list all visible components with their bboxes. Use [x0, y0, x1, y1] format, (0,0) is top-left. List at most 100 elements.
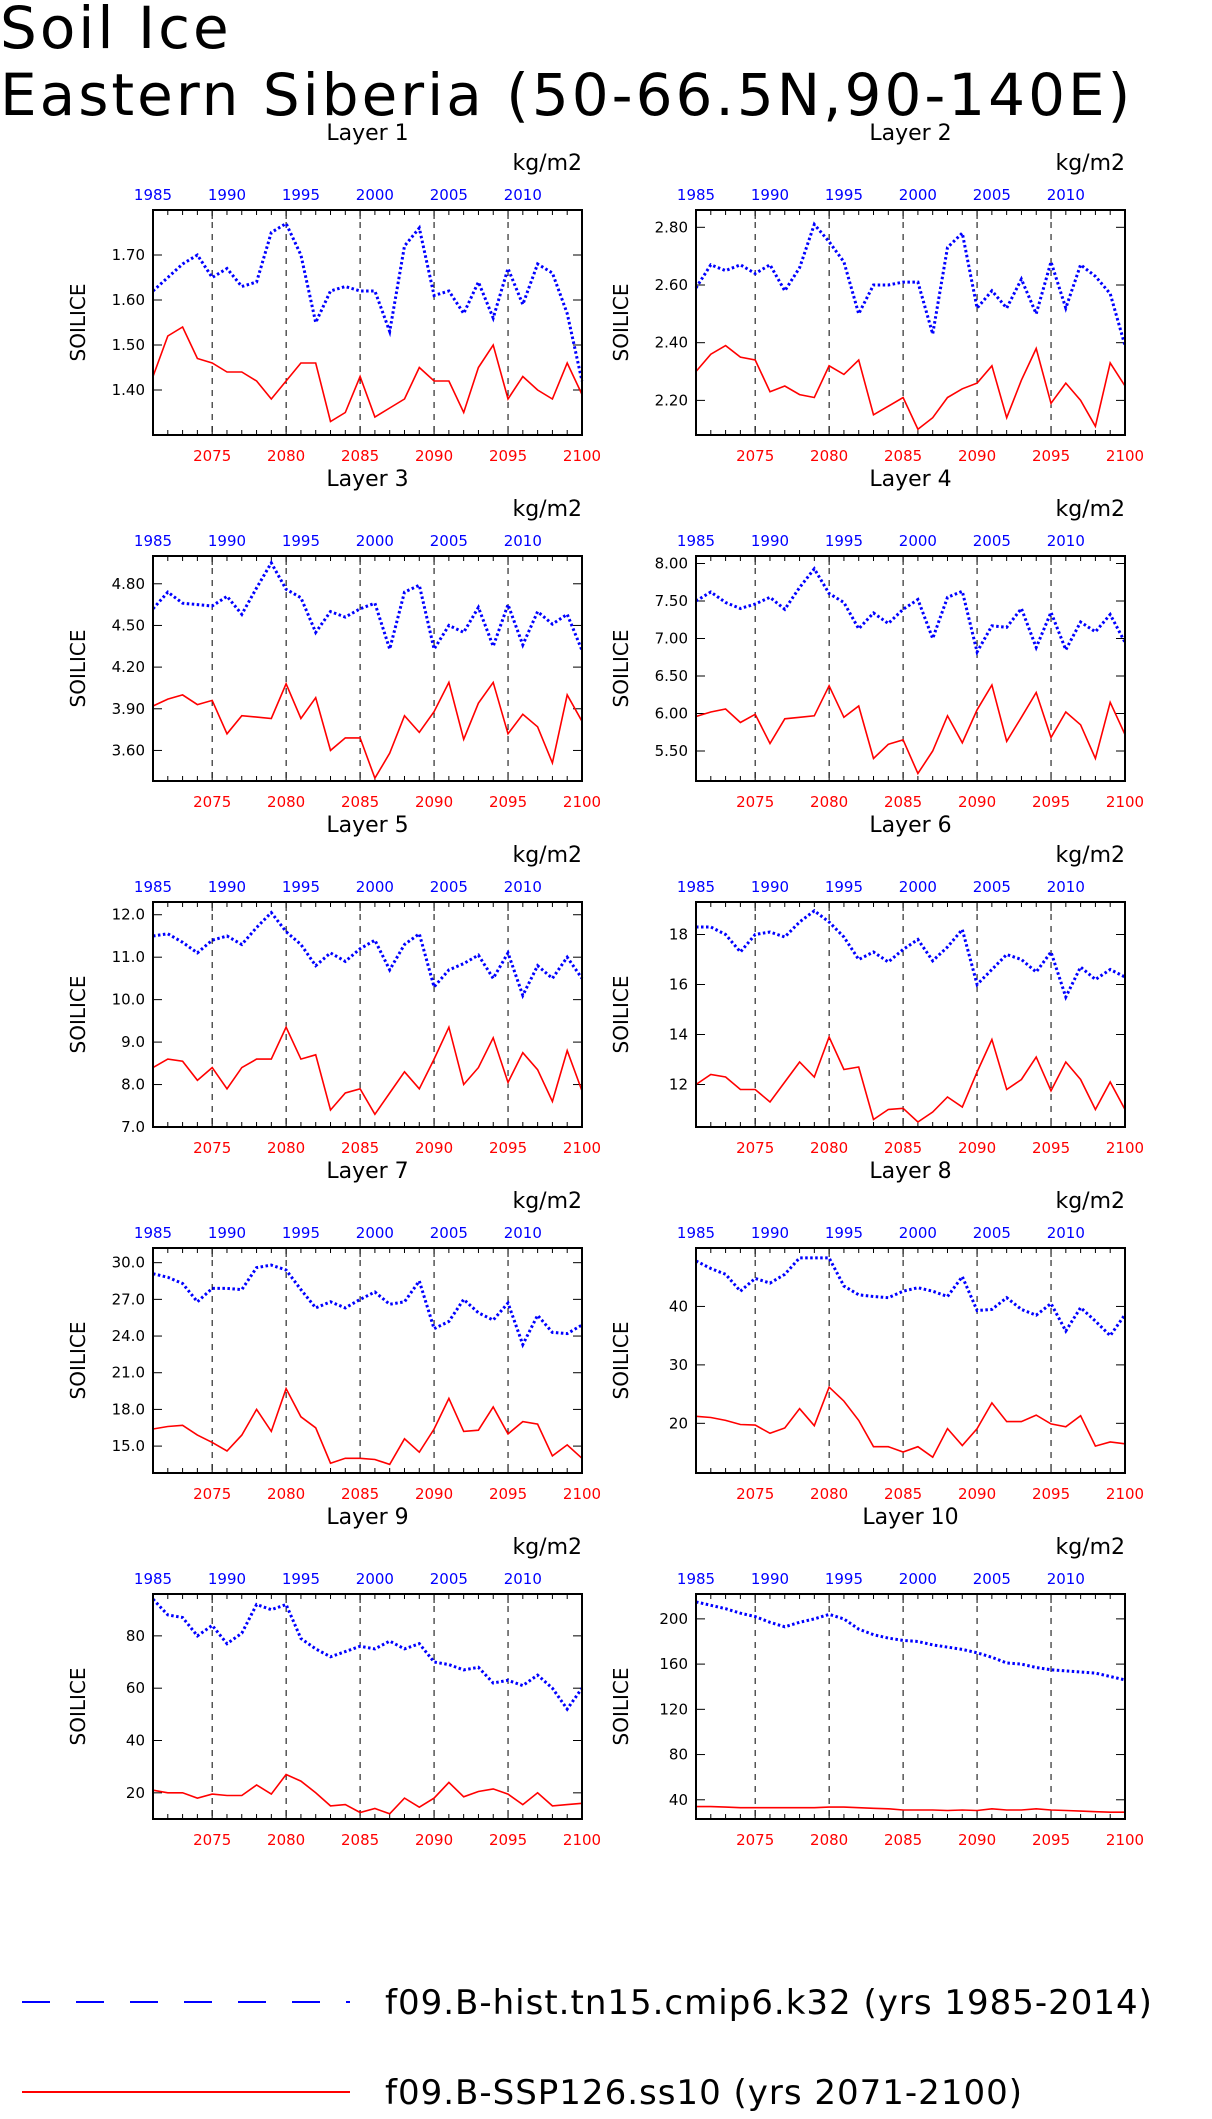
layer-9-top-tick-label: 1985: [134, 1570, 172, 1588]
layer-3-xtick-label: 2095: [489, 793, 527, 811]
layer-1-top-tick-label: 1990: [208, 186, 246, 204]
layer-8-top-tick-label: 2005: [973, 1224, 1011, 1242]
layer-7-xtick-label: 2095: [489, 1485, 527, 1503]
figure-title-line1: Soil Ice: [0, 0, 232, 62]
layer-10-top-tick-label: 2005: [973, 1570, 1011, 1588]
layer-2-top-tick-label: 2005: [973, 186, 1011, 204]
layer-3-ylabel: SOILICE: [66, 630, 90, 708]
layer-3-top-tick-label: 2010: [504, 532, 542, 550]
layer-4-title: Layer 4: [869, 467, 951, 492]
layer-2-top-tick-label: 2000: [899, 186, 937, 204]
layer-9-ytick-label: 60: [126, 1679, 145, 1697]
layer-3-top-tick-label: 1995: [282, 532, 320, 550]
layer-6-xtick-label: 2080: [810, 1139, 848, 1157]
layer-10-top-tick-label: 1985: [677, 1570, 715, 1588]
layer-7-top-tick-label: 2010: [504, 1224, 542, 1242]
layer-9-plot-frame: [152, 1593, 583, 1820]
layer-8-units: kg/m2: [1055, 1189, 1125, 1214]
layer-2-top-tick-label: 1995: [825, 186, 863, 204]
layer-8-panel: Layer 8 kg/m2 SOILICE 2075 2080 2085 2090 2095 2…: [609, 1159, 1144, 1503]
layer-6-ylabel: SOILICE: [609, 976, 633, 1054]
layer-7-plot-frame: [152, 1247, 583, 1474]
layer-5-top-tick-label: 1985: [134, 878, 172, 896]
layer-1-panel: Layer 1 kg/m2 SOILICE 2075 2080 2085 2090 2095 2…: [66, 121, 601, 465]
layer-10-panel: Layer 10 kg/m2 SOILICE 2075 2080 2085 2090 2095…: [609, 1505, 1144, 1849]
layer-3-ytick-label: 4.20: [112, 658, 145, 676]
layer-1-top-tick-label: 2010: [504, 186, 542, 204]
layer-7-ytick-label: 24.0: [112, 1327, 145, 1345]
layer-7-top-tick-label: 2005: [430, 1224, 468, 1242]
layer-10-xtick-label: 2095: [1032, 1831, 1070, 1849]
layer-10-xtick-label: 2075: [736, 1831, 774, 1849]
layer-9-top-tick-label: 2000: [356, 1570, 394, 1588]
layer-6-units: kg/m2: [1055, 843, 1125, 868]
layer-6-series-hist: [696, 908, 1126, 1001]
layer-1-series-hist: [151, 221, 584, 382]
layer-9-xtick-label: 2080: [267, 1831, 305, 1849]
layer-6-title: Layer 6: [869, 813, 951, 838]
layer-9-series-hist: [151, 1598, 584, 1712]
layer-4-top-tick-label: 1995: [825, 532, 863, 550]
layer-10-xtick-label: 2085: [884, 1831, 922, 1849]
layer-6-top-tick-label: 1995: [825, 878, 863, 896]
layer-8-series-ssp126: [695, 1385, 1126, 1459]
layer-9-ytick-label: 80: [126, 1627, 145, 1645]
layer-3-xtick-label: 2075: [193, 793, 231, 811]
layer-1-ytick-label: 1.40: [112, 381, 145, 399]
layer-6-ytick-label: 12: [669, 1076, 688, 1094]
layer-3-xtick-label: 2085: [341, 793, 379, 811]
layer-8-top-tick-label: 2010: [1047, 1224, 1085, 1242]
layer-7-top-tick-label: 1995: [282, 1224, 320, 1242]
layer-1-title: Layer 1: [326, 121, 408, 146]
layer-8-xtick-label: 2095: [1032, 1485, 1070, 1503]
figure-title-line2: Eastern Siberia (50-66.5N,90-140E): [0, 61, 1133, 129]
layer-8-xtick-label: 2085: [884, 1485, 922, 1503]
layer-10-xtick-label: 2090: [958, 1831, 996, 1849]
layer-5-top-tick-label: 1995: [282, 878, 320, 896]
layer-9-title: Layer 9: [326, 1505, 408, 1530]
layer-4-plot-frame: [695, 555, 1126, 782]
layer-2-top-tick-label: 1985: [677, 186, 715, 204]
layer-9-xtick-label: 2075: [193, 1831, 231, 1849]
layer-4-xtick-label: 2090: [958, 793, 996, 811]
layer-5-xtick-label: 2090: [415, 1139, 453, 1157]
legend: f09.B-hist.tn15.cmip6.k32 (yrs 1985-2014…: [22, 1983, 1152, 2113]
layer-4-ytick-label: 5.50: [655, 742, 688, 760]
layer-2-ylabel: SOILICE: [609, 284, 633, 362]
layer-2-units: kg/m2: [1055, 151, 1125, 176]
layer-10-ylabel: SOILICE: [609, 1668, 633, 1746]
layer-2-series-ssp126: [695, 344, 1126, 431]
layer-1-xtick-label: 2080: [267, 447, 305, 465]
legend-label-ssp: f09.B-SSP126.ss10 (yrs 2071-2100): [385, 2073, 1023, 2113]
layer-6-ytick-label: 16: [669, 976, 688, 994]
layer-5-top-tick-label: 1990: [208, 878, 246, 896]
layer-7-xtick-label: 2085: [341, 1485, 379, 1503]
layer-2-ytick-label: 2.40: [655, 334, 688, 352]
layer-6-top-tick-label: 1990: [751, 878, 789, 896]
layer-5-xtick-label: 2095: [489, 1139, 527, 1157]
layer-3-ytick-label: 4.50: [112, 616, 145, 634]
layer-1-xtick-label: 2090: [415, 447, 453, 465]
layer-3-series-hist: [151, 559, 584, 655]
layer-7-ytick-label: 15.0: [112, 1437, 145, 1455]
layer-4-top-tick-label: 2000: [899, 532, 937, 550]
layer-1-top-tick-label: 1985: [134, 186, 172, 204]
layer-10-ytick-label: 200: [659, 1610, 688, 1628]
panels: Layer 1 kg/m2 SOILICE 2075 2080 2085 2090 2095 2…: [66, 121, 1144, 1849]
layer-10-series-ssp126: [696, 1805, 1125, 1813]
layer-4-xtick-label: 2085: [884, 793, 922, 811]
layer-1-ytick-label: 1.50: [112, 336, 145, 354]
layer-3-top-tick-label: 2005: [430, 532, 468, 550]
layer-1-plot-frame: [152, 209, 583, 436]
layer-5-ylabel: SOILICE: [66, 976, 90, 1054]
layer-7-series-hist: [152, 1263, 583, 1349]
layer-7-ytick-label: 18.0: [112, 1400, 145, 1418]
layer-2-title: Layer 2: [869, 121, 951, 146]
layer-9-xtick-label: 2095: [489, 1831, 527, 1849]
layer-3-ytick-label: 3.90: [112, 700, 145, 718]
layer-4-ytick-label: 6.00: [655, 705, 688, 723]
layer-3-series-ssp126: [152, 680, 583, 781]
layer-6-top-tick-label: 2005: [973, 878, 1011, 896]
layer-9-top-tick-label: 1995: [282, 1570, 320, 1588]
